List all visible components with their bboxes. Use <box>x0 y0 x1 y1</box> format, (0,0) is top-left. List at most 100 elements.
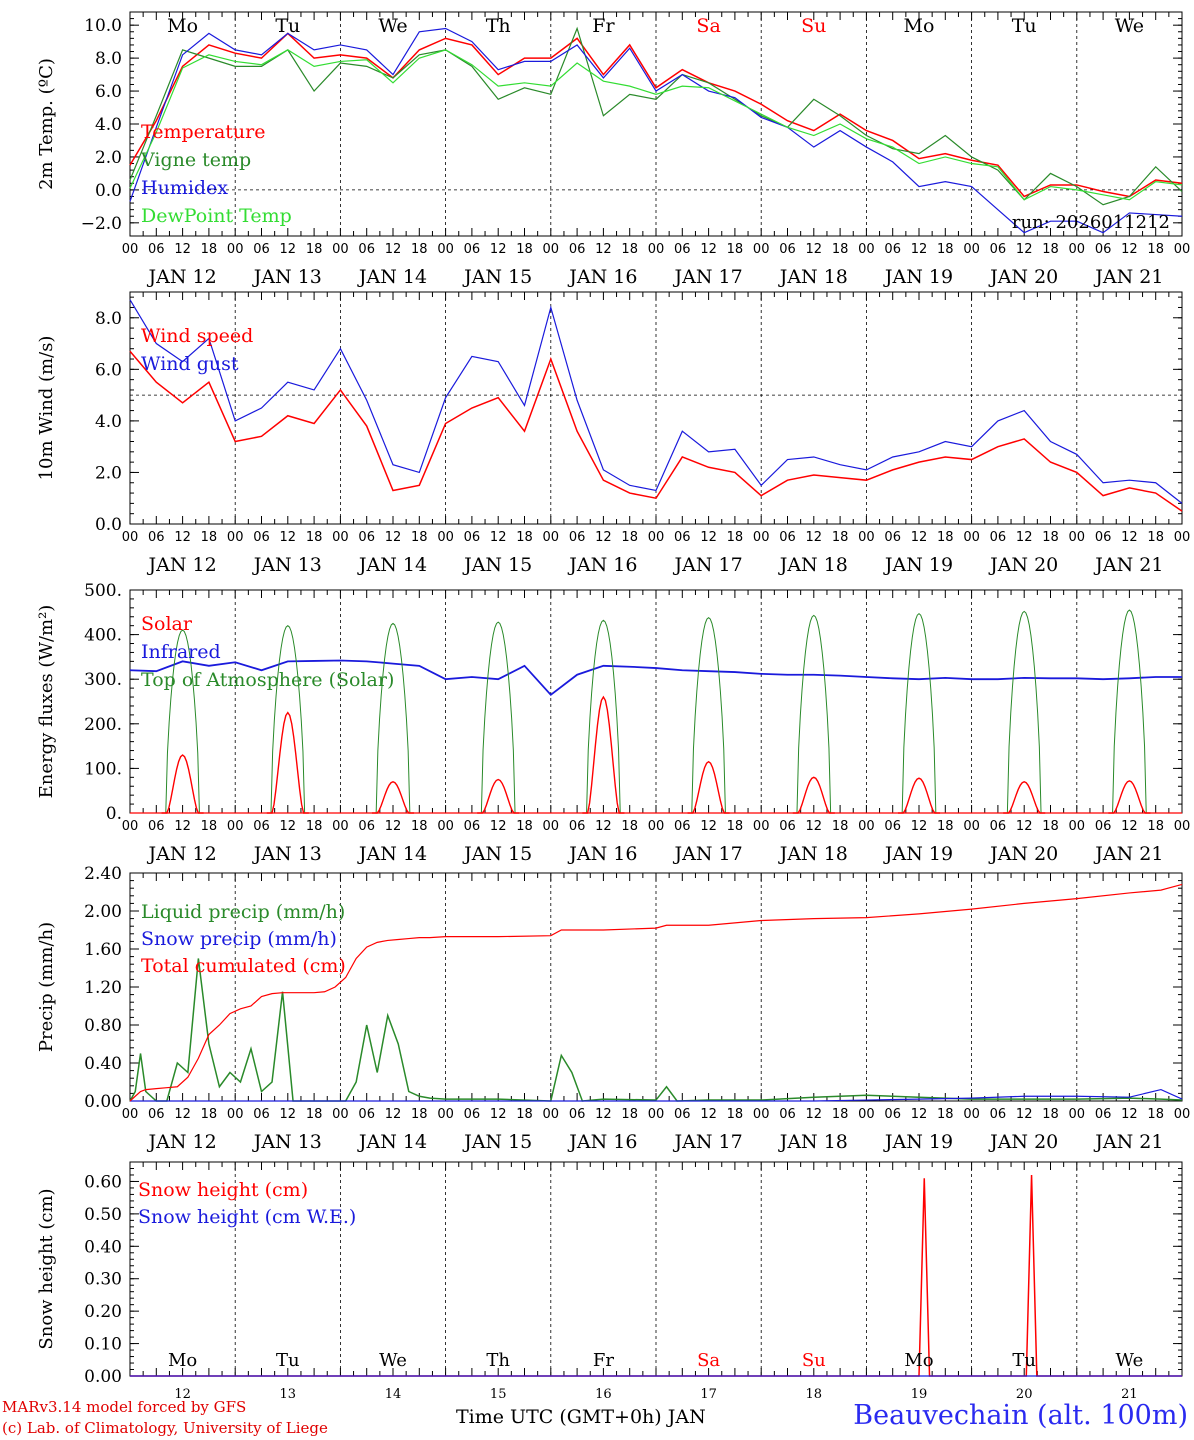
hour-tick-label: 18 <box>516 819 533 834</box>
hour-tick-label: 06 <box>148 242 165 257</box>
date-label: JAN 21 <box>1093 554 1163 576</box>
hour-tick-label: 18 <box>201 242 218 257</box>
date-label: JAN 18 <box>778 843 848 865</box>
hour-tick-label: 06 <box>884 819 901 834</box>
hour-tick-label: 12 <box>595 530 612 545</box>
date-label: JAN 16 <box>567 843 637 865</box>
model-credit-text: MARv3.14 model forced by GFS <box>2 1398 247 1416</box>
date-label: JAN 20 <box>988 843 1058 865</box>
day-number-label: 14 <box>385 1387 402 1402</box>
legend-entry: Snow height (cm W.E.) <box>138 1206 356 1228</box>
hour-tick-label: 18 <box>201 530 218 545</box>
hour-tick-label: 00 <box>332 1107 349 1122</box>
hour-tick-label: 18 <box>411 1107 428 1122</box>
hour-tick-label: 06 <box>464 1107 481 1122</box>
hour-tick-label: 00 <box>437 242 454 257</box>
y-tick-label: 0.00 <box>84 1092 122 1112</box>
hour-tick-label: 00 <box>753 819 770 834</box>
hour-tick-label: 18 <box>1147 242 1164 257</box>
date-label: JAN 19 <box>883 1131 953 1153</box>
date-label: JAN 15 <box>462 843 532 865</box>
hour-tick-label: 00 <box>858 242 875 257</box>
legend-entry: Total cumulated (cm) <box>141 955 346 977</box>
weekday-label: Fr <box>592 15 615 37</box>
day-number-label: 19 <box>911 1387 928 1402</box>
series-toa-solar-line <box>445 621 551 814</box>
hour-tick-label: 00 <box>648 1107 665 1122</box>
legend-entry: Temperature <box>141 121 265 143</box>
series-line-humidex <box>129 27 1183 234</box>
date-label: JAN 17 <box>673 1131 743 1153</box>
series-solar-line <box>371 781 415 814</box>
weekday-label: Tu <box>276 1350 300 1371</box>
y-tick-label: 0.40 <box>84 1054 122 1074</box>
hour-tick-label: 18 <box>516 242 533 257</box>
hour-tick-label: 18 <box>937 1107 954 1122</box>
y-tick-label: 0.50 <box>84 1205 122 1225</box>
series-line-dewpoint-temp <box>129 49 1183 201</box>
hour-tick-label: 06 <box>990 819 1007 834</box>
weekday-label: We <box>1116 1350 1144 1371</box>
hour-tick-label: 12 <box>1121 819 1138 834</box>
hour-tick-label: 00 <box>1069 530 1086 545</box>
hour-tick-label: 18 <box>621 530 638 545</box>
hour-tick-label: 00 <box>227 242 244 257</box>
hour-tick-label: 06 <box>1095 819 1112 834</box>
hour-tick-label: 12 <box>806 1107 823 1122</box>
series-line-vigne-temp <box>129 26 1183 206</box>
date-label: JAN 13 <box>252 554 322 576</box>
weekday-label: Fr <box>593 1350 614 1371</box>
hour-tick-label: 00 <box>963 242 980 257</box>
hour-tick-label: 18 <box>621 1107 638 1122</box>
series-toa-solar-line <box>971 610 1077 814</box>
hour-tick-label: 18 <box>1042 530 1059 545</box>
hour-tick-label: 06 <box>253 1107 270 1122</box>
hour-tick-label: 12 <box>280 530 297 545</box>
hour-tick-label: 06 <box>779 819 796 834</box>
panel-frame-temp <box>129 11 1183 237</box>
hour-tick-label: 12 <box>700 530 717 545</box>
hour-tick-label: 12 <box>280 819 297 834</box>
series-line-wind-speed <box>129 350 1183 512</box>
hour-tick-label: 12 <box>911 530 928 545</box>
hour-tick-label: 12 <box>595 819 612 834</box>
hour-tick-label: 06 <box>464 530 481 545</box>
lab-credit-text: (c) Lab. of Climatology, University of L… <box>2 1419 328 1437</box>
date-label: JAN 20 <box>988 1131 1058 1153</box>
hour-tick-label: 18 <box>727 530 744 545</box>
date-label: JAN 12 <box>147 266 217 288</box>
weekday-label: Tu <box>1012 15 1037 37</box>
hour-tick-label: 00 <box>122 530 139 545</box>
hour-tick-label: 06 <box>148 1107 165 1122</box>
hour-tick-label: 12 <box>700 819 717 834</box>
hour-tick-label: 00 <box>1069 819 1086 834</box>
weekday-label: Su <box>802 1350 826 1371</box>
hour-tick-label: 06 <box>358 1107 375 1122</box>
weekday-label: Su <box>801 15 826 37</box>
hour-tick-label: 00 <box>963 819 980 834</box>
hour-tick-label: 06 <box>674 242 691 257</box>
hour-tick-label: 12 <box>1121 1107 1138 1122</box>
run-label: run: 2026011212 <box>1012 212 1170 233</box>
date-label: JAN 21 <box>1093 266 1163 288</box>
hour-tick-label: 18 <box>516 1107 533 1122</box>
weekday-label: Tu <box>1012 1350 1036 1371</box>
hour-tick-label: 00 <box>543 819 560 834</box>
hour-tick-label: 06 <box>569 1107 586 1122</box>
legend-entry: Top of Atmosphere (Solar) <box>141 669 394 691</box>
hour-tick-label: 12 <box>1016 530 1033 545</box>
hour-tick-label: 18 <box>832 1107 849 1122</box>
hour-tick-label: 06 <box>358 530 375 545</box>
date-label: JAN 17 <box>673 266 743 288</box>
date-label: JAN 15 <box>462 266 532 288</box>
day-number-label: 17 <box>700 1387 717 1402</box>
hour-tick-label: 00 <box>963 1107 980 1122</box>
date-label: JAN 19 <box>883 554 953 576</box>
hour-tick-label: 00 <box>437 819 454 834</box>
series-line-liquid-precip-mm-h- <box>129 958 1183 1102</box>
y-tick-label: 0.0 <box>95 181 122 201</box>
hour-tick-label: 06 <box>253 242 270 257</box>
hour-tick-label: 06 <box>569 242 586 257</box>
hour-tick-label: 06 <box>674 819 691 834</box>
hour-tick-label: 12 <box>385 242 402 257</box>
